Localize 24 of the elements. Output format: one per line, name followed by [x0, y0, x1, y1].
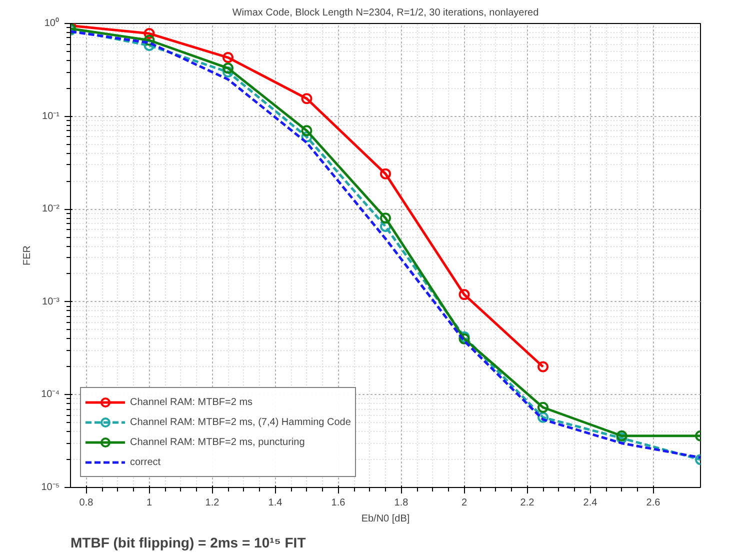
x-tick-label: 2.2 — [520, 498, 535, 508]
x-tick-label: 1.6 — [331, 498, 346, 508]
legend-label: Channel RAM: MTBF=2 ms, puncturing — [130, 436, 305, 448]
x-tick-label: 1.2 — [205, 498, 220, 508]
y-axis-title: FER — [22, 246, 34, 266]
x-tick-label: 1.4 — [268, 498, 283, 508]
x-tick-label: 0.8 — [79, 498, 94, 508]
text: MTBF (bit flipping) = 2ms = 10¹⁵ FIT — [70, 534, 306, 550]
x-tick-label: 1 — [146, 498, 152, 508]
legend-label: correct — [130, 456, 161, 468]
legend-label: Channel RAM: MTBF=2 ms — [130, 396, 253, 408]
x-tick-label: 2.6 — [646, 498, 661, 508]
x-tick-label: 2 — [461, 498, 468, 508]
y-tick-label: 10⁰ — [44, 17, 60, 29]
x-tick-label: 2.4 — [583, 498, 598, 508]
y-tick-label: 10⁻¹ — [42, 110, 60, 122]
legend-label: Channel RAM: MTBF=2 ms, (7,4) Hamming Code — [130, 416, 351, 428]
y-tick-label: 10⁻⁴ — [41, 389, 60, 400]
y-tick-label: 10⁻² — [42, 204, 60, 215]
y-tick-label: 10⁻³ — [42, 296, 60, 308]
y-tick-label: 10⁻⁵ — [41, 482, 60, 493]
x-axis-title: Eb/N0 [dB] — [361, 514, 410, 524]
chart-title: Wimax Code, Block Length N=2304, R=1/2, 30 iterations, nonlayered — [232, 8, 539, 18]
x-tick-label: 1.8 — [394, 498, 409, 508]
